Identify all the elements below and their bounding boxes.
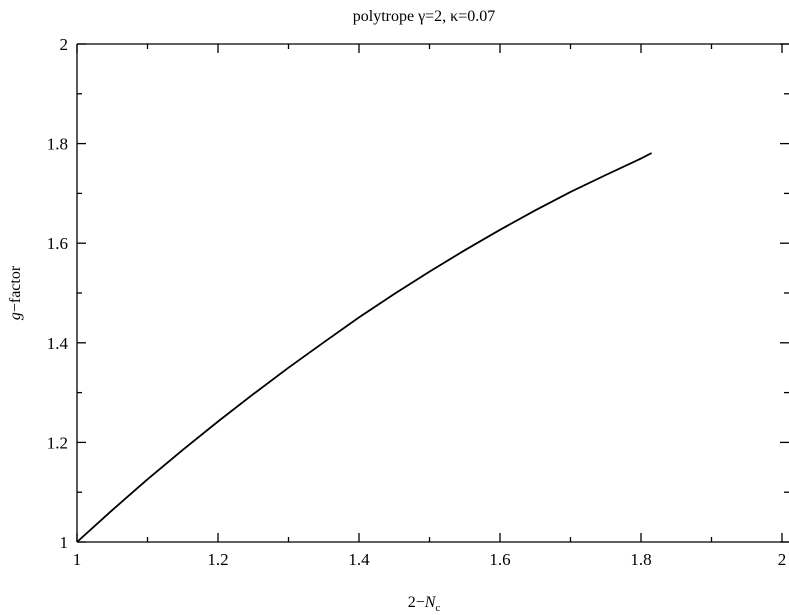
x-tick-label: 1.6 xyxy=(489,550,510,569)
y-axis-label-var: g xyxy=(7,312,24,320)
y-axis-label: g−factor xyxy=(7,265,24,320)
x-tick-label: 1.8 xyxy=(630,550,651,569)
x-axis-label: 2−Nc xyxy=(408,594,441,614)
chart-title: polytrope γ=2, κ=0.07 xyxy=(353,8,496,25)
y-tick-label: 1.8 xyxy=(47,135,68,154)
series-line xyxy=(76,152,653,543)
x-axis-label-main: 2− xyxy=(408,594,425,611)
y-tick-label: 1 xyxy=(60,533,69,552)
y-axis-label-rest: −factor xyxy=(7,265,24,312)
x-tick-label: 1 xyxy=(73,550,82,569)
y-tick-label: 1.2 xyxy=(47,433,68,452)
y-tick-label: 2 xyxy=(60,35,69,54)
x-tick-label: 1.4 xyxy=(348,550,370,569)
x-axis-label-sub: c xyxy=(435,602,440,614)
tick-labels: 1 1.2 1.4 1.6 1.8 2 1 1.2 1.4 1.6 1.8 2 xyxy=(47,35,787,569)
y-tick-label: 1.4 xyxy=(47,334,69,353)
x-tick-label: 2 xyxy=(778,550,787,569)
y-tick-label: 1.6 xyxy=(47,234,68,253)
x-tick-label: 1.2 xyxy=(207,550,228,569)
x-axis-label-var: N xyxy=(424,594,437,611)
ticks xyxy=(76,43,789,543)
plot-frame xyxy=(76,43,789,543)
series xyxy=(76,152,653,543)
